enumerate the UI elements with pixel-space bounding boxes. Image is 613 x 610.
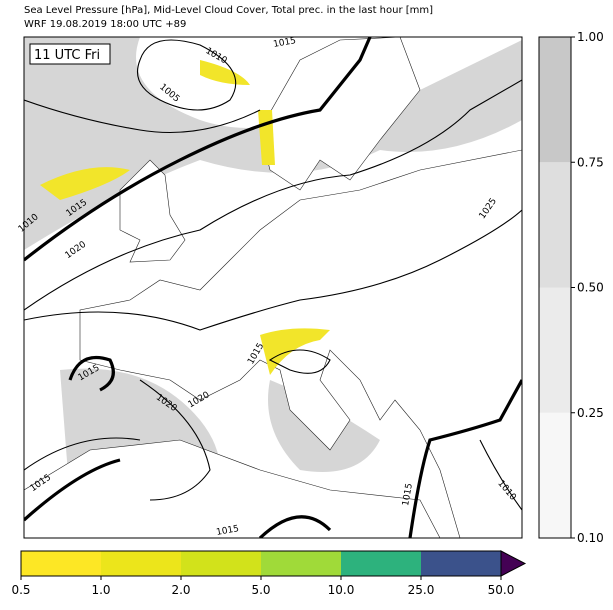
- colorbar-tick-label: 1.00: [577, 30, 604, 44]
- title: Sea Level Pressure [hPa], Mid-Level Clou…: [24, 5, 433, 16]
- isobar: [24, 79, 522, 311]
- land-africa: [24, 439, 441, 538]
- colorbar-band: [539, 412, 571, 538]
- colorbar-tick-label: 1.0: [91, 583, 110, 597]
- contour-label: 1015: [216, 524, 240, 538]
- isobar: [24, 209, 522, 331]
- colorbar-band: [101, 551, 181, 576]
- colorbar-tick-label: 2.0: [171, 583, 190, 597]
- colorbar-band: [539, 162, 571, 288]
- precip: [40, 167, 130, 200]
- colorbar-tick-label: 5.0: [251, 583, 270, 597]
- colorbar-band: [341, 551, 421, 576]
- time-box: [29, 43, 111, 65]
- colorbar-band: [539, 287, 571, 413]
- colorbar-extension: [500, 550, 527, 577]
- colorbar-tick-label: 0.5: [11, 583, 30, 597]
- precip: [200, 60, 250, 85]
- land-britain: [119, 159, 186, 263]
- map: [24, 37, 522, 538]
- isobar: [24, 379, 211, 501]
- colorbar-band: [21, 551, 101, 576]
- precip-colorbar: 0.5 1.0 2.0 5.0 10.0 25.0 50.0: [11, 550, 527, 597]
- cloud-colorbar: 0.10 0.25 0.50 0.75 1.00: [538, 30, 604, 545]
- colorbar-tick-label: 0.75: [577, 155, 604, 169]
- contour-label: 1015: [401, 483, 415, 507]
- isobar: [24, 37, 372, 262]
- colorbar-tick-label: 0.25: [577, 406, 604, 420]
- time-label: 11 UTC Fri: [34, 48, 100, 63]
- isobar: [24, 99, 261, 134]
- isobar: [24, 355, 332, 538]
- colorbar-tick-label: 0.10: [577, 531, 604, 545]
- colorbar-band: [181, 551, 261, 576]
- isobar: [479, 439, 522, 511]
- isobar: [136, 39, 237, 111]
- colorbar-tick-label: 25.0: [408, 583, 435, 597]
- land-scandinavia: [259, 37, 421, 191]
- map-frame: [23, 36, 523, 539]
- colorbar-band: [421, 551, 501, 576]
- colorbar-band: [261, 551, 341, 576]
- subtitle: WRF 19.08.2019 18:00 UTC +89: [24, 19, 186, 30]
- contour-label: 1015: [273, 36, 297, 50]
- colorbar-band: [539, 37, 571, 163]
- isobar: [268, 349, 331, 374]
- isobar: [408, 379, 522, 538]
- colorbar-tick-label: 10.0: [328, 583, 355, 597]
- colorbar-tick-label: 0.50: [577, 281, 604, 295]
- colorbar-tick-label: 50.0: [488, 583, 515, 597]
